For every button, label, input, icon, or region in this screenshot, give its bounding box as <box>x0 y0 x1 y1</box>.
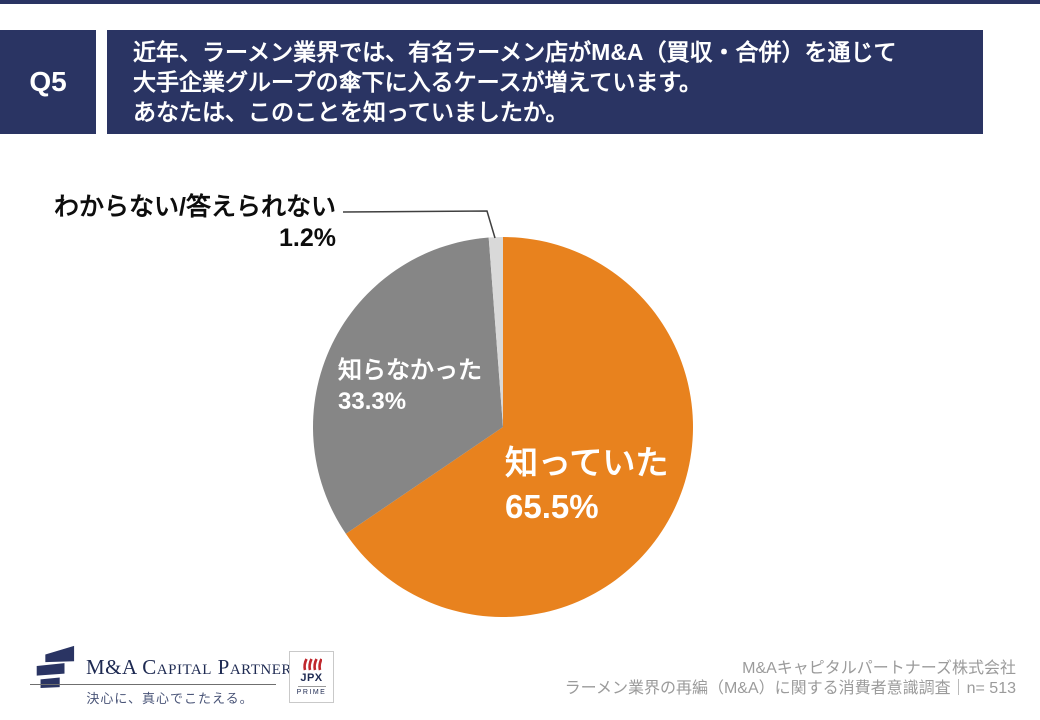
jpx-divider <box>297 685 326 687</box>
company-logo-rule <box>30 684 276 685</box>
question-number: Q5 <box>29 66 67 97</box>
source-survey: ラーメン業界の再編（M&A）に関する消費者意識調査｜n= 513 <box>564 680 1016 697</box>
jpx-prime-badge: JPX PRIME <box>289 651 334 703</box>
question-line-1: 近年、ラーメン業界では、有名ラーメン店がM&A（買収・合併）を通じて <box>133 39 897 65</box>
question-line-3: あなたは、このことを知っていましたか。 <box>133 99 569 125</box>
top-accent-bar <box>0 0 1040 4</box>
jpx-prime-label: PRIME <box>296 688 327 696</box>
pie-label-unknown: わからない/答えられない 1.2% <box>40 192 336 254</box>
question-line-2: 大手企業グループの傘下に入るケースが増えています。 <box>133 69 703 95</box>
pie-slice <box>345 237 693 617</box>
pie-chart <box>313 237 693 617</box>
pie-slice <box>488 237 503 427</box>
question-number-box: Q5 <box>0 30 96 134</box>
jpx-mark-icon <box>302 657 322 670</box>
pie-slice <box>313 237 503 534</box>
company-logo-tagline: 決心に、真心でこたえる。 <box>86 691 254 706</box>
pie-label-unknown-value: 1.2% <box>279 224 336 252</box>
pie-label-unknown-text: わからない/答えられない <box>54 193 336 221</box>
source-attribution: M&Aキャピタルパートナーズ株式会社 ラーメン業界の再編（M&A）に関する消費者… <box>565 659 1016 699</box>
source-company: M&Aキャピタルパートナーズ株式会社 <box>742 660 1016 677</box>
callout-leader-line <box>342 210 496 239</box>
company-logo: M&A Capital Partners 決心に、真心でこたえる。 <box>30 641 300 706</box>
question-banner: 近年、ラーメン業界では、有名ラーメン店がM&A（買収・合併）を通じて 大手企業グ… <box>107 30 983 134</box>
jpx-label: JPX <box>300 671 323 684</box>
company-logo-icon <box>36 645 75 689</box>
company-logo-name: M&A Capital Partners <box>86 655 301 679</box>
